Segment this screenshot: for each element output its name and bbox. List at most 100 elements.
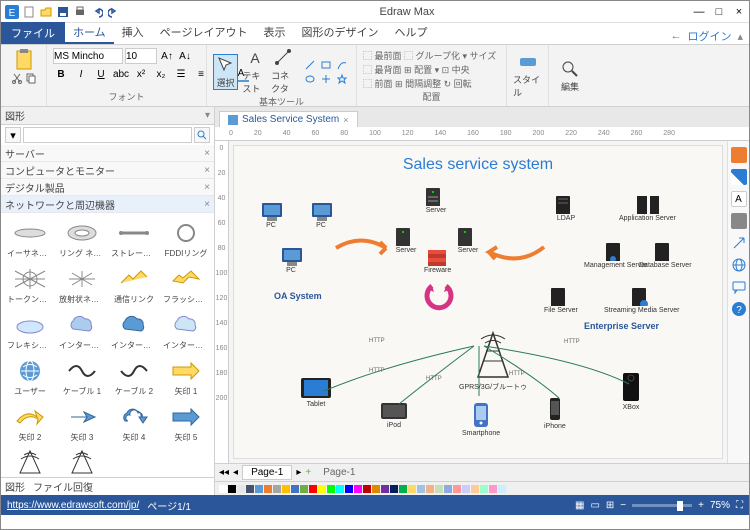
canvas[interactable]: Sales service system OA System PC PC PC …	[233, 145, 723, 459]
bold-button[interactable]: B	[53, 66, 69, 82]
arrange-front[interactable]: ⬚ 最前面 ⬚ グループ化 ▾ サイズ	[363, 49, 496, 62]
color-swatch[interactable]	[498, 485, 506, 493]
category-close-icon[interactable]: ×	[204, 148, 210, 159]
cross-shape[interactable]	[320, 73, 334, 85]
doc-tab[interactable]: Sales Service System ×	[219, 111, 358, 127]
color-swatch[interactable]	[480, 485, 488, 493]
tab-home[interactable]: ホーム	[65, 22, 114, 44]
view-grid-icon[interactable]: ⊞	[606, 500, 614, 511]
rtool-comment-icon[interactable]	[731, 279, 747, 295]
minimize-button[interactable]: —	[693, 6, 705, 18]
node-pc3[interactable]: PC	[279, 246, 303, 274]
print-icon[interactable]	[73, 5, 87, 19]
connector-tool[interactable]: コネクタ	[271, 48, 296, 95]
shape-item[interactable]: フレキシノー...	[5, 309, 55, 353]
color-swatch[interactable]	[300, 485, 308, 493]
category-servers[interactable]: サーバー×	[1, 145, 214, 162]
arrange-fwd[interactable]: ⬚ 前面 ⊞ 間隔調整 ↻ 回転	[363, 77, 496, 90]
copy-icon[interactable]	[25, 72, 37, 84]
page-next-icon[interactable]: ▸	[296, 467, 301, 478]
rtool-arrow-icon[interactable]	[731, 235, 747, 251]
status-url[interactable]: https://www.edrawsoft.com/jp/	[7, 500, 139, 511]
line-shape[interactable]	[304, 59, 318, 71]
underline-button[interactable]: U	[93, 66, 109, 82]
style-button[interactable]: スタイル	[513, 52, 542, 99]
shape-item[interactable]	[5, 447, 55, 477]
font-name-select[interactable]	[53, 48, 123, 64]
color-swatch[interactable]	[489, 485, 497, 493]
open-icon[interactable]	[39, 5, 53, 19]
color-swatch[interactable]	[345, 485, 353, 493]
node-server1[interactable]: Server	[424, 186, 448, 214]
category-computers[interactable]: コンピュータとモニター×	[1, 162, 214, 179]
redo-icon[interactable]	[107, 5, 121, 19]
node-ldap[interactable]: LDAP	[554, 194, 578, 222]
color-swatch[interactable]	[336, 485, 344, 493]
color-swatch[interactable]	[372, 485, 380, 493]
paste-icon[interactable]	[14, 48, 34, 70]
node-pc2[interactable]: PC	[309, 201, 333, 229]
view-normal-icon[interactable]: ▦	[575, 500, 584, 511]
zoom-in-icon[interactable]: +	[698, 500, 704, 511]
rtool-shadow-icon[interactable]	[731, 213, 747, 229]
zoom-slider[interactable]	[632, 504, 692, 507]
color-swatch[interactable]	[354, 485, 362, 493]
tab-help[interactable]: ヘルプ	[386, 22, 435, 44]
rect-shape[interactable]	[320, 59, 334, 71]
category-network[interactable]: ネットワークと周辺機器×	[1, 196, 214, 213]
color-swatch[interactable]	[471, 485, 479, 493]
category-digital[interactable]: デジタル製品×	[1, 179, 214, 196]
text-tool[interactable]: A テキスト	[242, 48, 267, 95]
shape-item[interactable]: インターネッ...	[57, 309, 107, 353]
shape-item[interactable]: ケーブル 1	[57, 355, 107, 399]
tab-layout[interactable]: ページレイアウト	[152, 22, 256, 44]
color-swatch[interactable]	[462, 485, 470, 493]
zoom-fit-icon[interactable]: ⛶	[736, 500, 743, 511]
search-dropdown-icon[interactable]: ▾	[5, 127, 21, 143]
rtool-text-icon[interactable]: A	[731, 191, 747, 207]
color-swatch[interactable]	[417, 485, 425, 493]
node-server2[interactable]: Server	[394, 226, 418, 254]
view-full-icon[interactable]: ▭	[590, 500, 599, 511]
bullets-button[interactable]: ☰	[173, 66, 189, 82]
shape-item[interactable]: インターネッ...	[109, 309, 159, 353]
node-pc1[interactable]: PC	[259, 201, 283, 229]
font-size-select[interactable]	[125, 48, 157, 64]
select-tool[interactable]: 選択	[213, 54, 238, 90]
color-swatch[interactable]	[444, 485, 452, 493]
node-mgmtserver[interactable]: Management Server	[584, 241, 647, 269]
panel-tab-recovery[interactable]: ファイル回復	[33, 479, 93, 494]
shape-item[interactable]: 矢印 5	[161, 401, 211, 445]
node-fileserver[interactable]: File Server	[544, 286, 578, 314]
color-swatch[interactable]	[237, 485, 245, 493]
page-prev-icon[interactable]: ◂	[233, 467, 238, 478]
node-appserver[interactable]: Application Server	[619, 194, 676, 222]
tab-view[interactable]: 表示	[255, 22, 293, 44]
color-swatch[interactable]	[408, 485, 416, 493]
save-icon[interactable]	[56, 5, 70, 19]
arrow-left-icon[interactable]: ←	[670, 30, 681, 42]
rtool-help-icon[interactable]: ?	[731, 301, 747, 317]
color-swatch[interactable]	[453, 485, 461, 493]
login-link[interactable]: ログイン	[687, 28, 731, 44]
color-swatch[interactable]	[399, 485, 407, 493]
node-dbserver[interactable]: Database Server	[639, 241, 692, 269]
strike-button[interactable]: abc	[113, 66, 129, 82]
shape-item[interactable]	[57, 447, 107, 477]
node-fireware[interactable]: Fireware	[424, 246, 451, 274]
star-shape[interactable]	[336, 73, 350, 85]
maximize-button[interactable]: □	[713, 6, 725, 18]
ribbon-collapse-icon[interactable]: ▴	[737, 30, 743, 43]
shape-item[interactable]: 矢印 4	[109, 401, 159, 445]
arrange-back[interactable]: ⬚ 最背面 ⊞ 配置 ▾ ⊡ 中央	[363, 63, 496, 76]
shape-item[interactable]: 通信リンク	[109, 263, 159, 307]
shape-item[interactable]: 矢印 2	[5, 401, 55, 445]
color-swatch[interactable]	[264, 485, 272, 493]
color-swatch[interactable]	[228, 485, 236, 493]
shape-item[interactable]: 矢印 3	[57, 401, 107, 445]
color-swatch[interactable]	[426, 485, 434, 493]
shape-item[interactable]: トークンリング	[5, 263, 55, 307]
shape-item[interactable]: イーサネット	[5, 217, 55, 261]
shape-item[interactable]: ケーブル 2	[109, 355, 159, 399]
shape-item[interactable]: ユーザー	[5, 355, 55, 399]
